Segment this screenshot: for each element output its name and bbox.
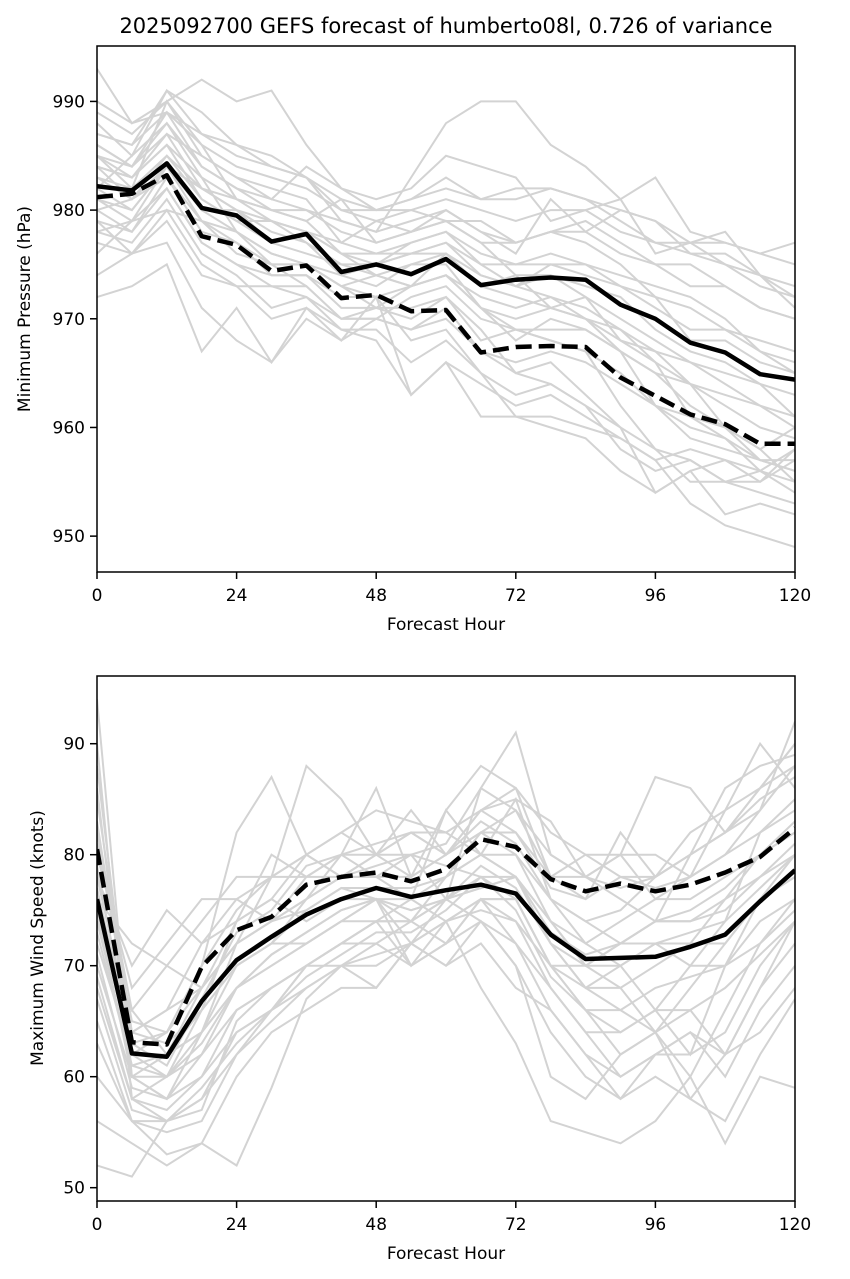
pressure-member-line-11 (97, 197, 795, 505)
wind-y-tick-label: 90 (63, 735, 85, 755)
pressure-x-tick-label: 96 (645, 586, 667, 606)
wind-x-tick-label: 72 (505, 1215, 527, 1235)
pressure-member-line-29 (97, 186, 795, 418)
wind-x-tick-label: 24 (226, 1215, 248, 1235)
pressure-member-line-17 (97, 99, 795, 298)
wind-x-tick-label: 120 (779, 1215, 811, 1235)
wind-member-line-29 (97, 820, 795, 1045)
wind-series-lines (97, 826, 795, 1059)
pressure-solid-line (97, 161, 795, 382)
wind-x-ticks: 0 24 48 72 96 120 (92, 1201, 811, 1235)
wind-x-tick-label: 96 (645, 1215, 667, 1235)
pressure-x-ticks: 0 24 48 72 96 120 (92, 572, 811, 606)
pressure-member-line-16 (97, 110, 795, 320)
wind-member-line-27 (97, 909, 795, 1123)
pressure-panel: 0 24 48 72 96 120 950 960 970 980 990 Forecast Ho… (15, 45, 811, 635)
pressure-member-line-24 (97, 219, 795, 440)
pressure-x-tick-label: 48 (365, 586, 387, 606)
pressure-y-tick-label: 950 (53, 527, 85, 547)
wind-member-line-13 (97, 942, 795, 1134)
pressure-member-line-13 (97, 209, 795, 451)
wind-member-line-30 (97, 853, 795, 1078)
pressure-member-line-25 (97, 99, 795, 320)
wind-member-line-16 (97, 898, 795, 1178)
pressure-x-tick-label: 0 (92, 586, 103, 606)
wind-x-axis-label: Forecast Hour (387, 1244, 505, 1264)
pressure-member-line-9 (97, 176, 795, 548)
wind-y-tick-label: 80 (63, 846, 85, 866)
wind-y-tick-label: 60 (63, 1068, 85, 1088)
pressure-member-line-2 (97, 89, 795, 309)
pressure-x-tick-label: 120 (779, 586, 811, 606)
wind-member-line-26 (97, 875, 795, 1123)
pressure-x-tick-label: 24 (226, 586, 248, 606)
wind-y-ticks: 50 60 70 80 90 (63, 735, 97, 1199)
wind-dashed-line (97, 826, 795, 1047)
pressure-axes-frame (96, 45, 796, 573)
pressure-y-tick-label: 980 (53, 201, 85, 221)
wind-axes-frame (96, 675, 796, 1202)
wind-member-line-24 (97, 743, 795, 1079)
wind-panel: 0 24 48 72 96 120 50 60 70 80 90 Forecast Hour Ma… (28, 675, 811, 1264)
pressure-x-tick-label: 72 (505, 586, 527, 606)
pressure-member-line-28 (97, 88, 795, 288)
pressure-member-line-15 (97, 132, 795, 364)
pressure-y-tick-label: 960 (53, 418, 85, 438)
pressure-dashed-line (97, 173, 795, 447)
pressure-member-line-20 (97, 241, 795, 472)
pressure-y-axis-label: Minimum Pressure (hPa) (15, 206, 35, 412)
pressure-y-ticks: 950 960 970 980 990 (53, 92, 97, 547)
pressure-y-tick-label: 990 (53, 92, 85, 112)
wind-member-lines (97, 699, 795, 1178)
wind-x-tick-label: 0 (92, 1215, 103, 1235)
pressure-member-line-19 (97, 262, 795, 494)
wind-y-tick-label: 50 (63, 1179, 85, 1199)
pressure-series-lines (97, 161, 795, 447)
pressure-member-line-30 (97, 154, 795, 418)
pressure-y-tick-label: 970 (53, 310, 85, 330)
pressure-x-axis-label: Forecast Hour (387, 615, 505, 635)
wind-member-line-28 (97, 765, 795, 1034)
chart-title: 2025092700 GEFS forecast of humberto08l,… (119, 14, 772, 38)
pressure-member-line-1 (97, 68, 795, 255)
pressure-member-line-18 (97, 100, 795, 266)
wind-y-axis-label: Maximum Wind Speed (knots) (28, 810, 48, 1066)
pressure-member-line-27 (97, 164, 795, 462)
wind-solid-line (97, 868, 795, 1059)
wind-y-tick-label: 70 (63, 957, 85, 977)
wind-x-tick-label: 48 (365, 1215, 387, 1235)
